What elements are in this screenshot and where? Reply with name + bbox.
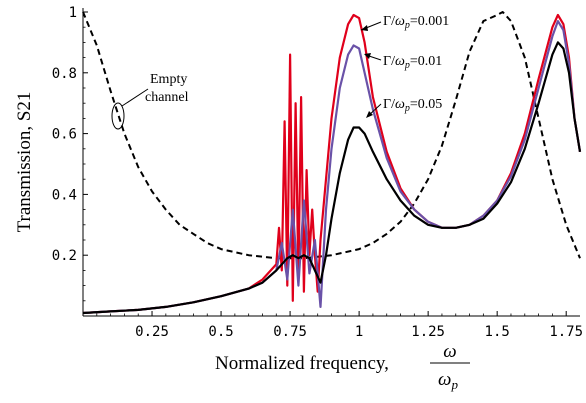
gamma-arrowhead-001 [364,53,371,59]
series-line-2 [82,20,582,315]
x-tick-label: 1.25 [411,324,445,340]
y-tick-label: 0.8 [52,66,77,82]
empty-channel-label-line2: channel [145,90,189,105]
series-layer [82,11,582,315]
y-tick-label: 0.2 [52,248,77,264]
x-axis-title: Normalized frequency, [215,353,389,374]
y-axis-title: Transmission, S21 [14,92,35,233]
gamma-label-005: Γ/ωp=0.05 [383,97,442,114]
y-tick-label: 0.4 [52,187,77,203]
gamma-arrowhead-0001 [361,25,368,31]
x-tick-label: 0.5 [208,324,233,340]
x-axis-fraction: ω ωp [430,341,470,392]
gamma-annotation-005: Γ/ωp=0.05 [366,97,442,118]
x-axis-ticks: 0.25 0.5 0.75 1 1.25 1.5 1.75 [96,311,583,340]
x-tick-label: 1.75 [549,324,583,340]
series-line-1 [82,13,582,315]
y-axis-ticks: 0.2 0.4 0.6 0.8 1 [52,5,88,302]
gamma-label-001: Γ/ωp=0.01 [383,54,442,71]
series-line-3 [82,41,582,315]
empty-channel-annotation: Empty channel [111,72,189,130]
x-axis-fraction-denominator: ωp [438,369,458,392]
empty-channel-leader-line [121,88,149,107]
gamma-label-0001: Γ/ωp=0.001 [383,14,449,31]
empty-channel-marker-ellipse [111,102,125,130]
y-tick-label: 1 [69,5,77,21]
empty-channel-label-line1: Empty [150,72,187,87]
x-tick-label: 1.5 [485,324,510,340]
gamma-annotation-001: Γ/ωp=0.01 [364,53,442,71]
x-axis-fraction-numerator: ω [443,341,456,362]
gamma-arrowhead-005 [366,111,373,118]
x-tick-label: 0.75 [273,324,307,340]
series-line-0 [82,11,581,260]
gamma-annotation-0001: Γ/ωp=0.001 [360,14,449,31]
y-tick-label: 0.6 [52,127,77,143]
x-tick-label: 1 [355,324,363,340]
x-tick-label: 0.25 [135,324,169,340]
